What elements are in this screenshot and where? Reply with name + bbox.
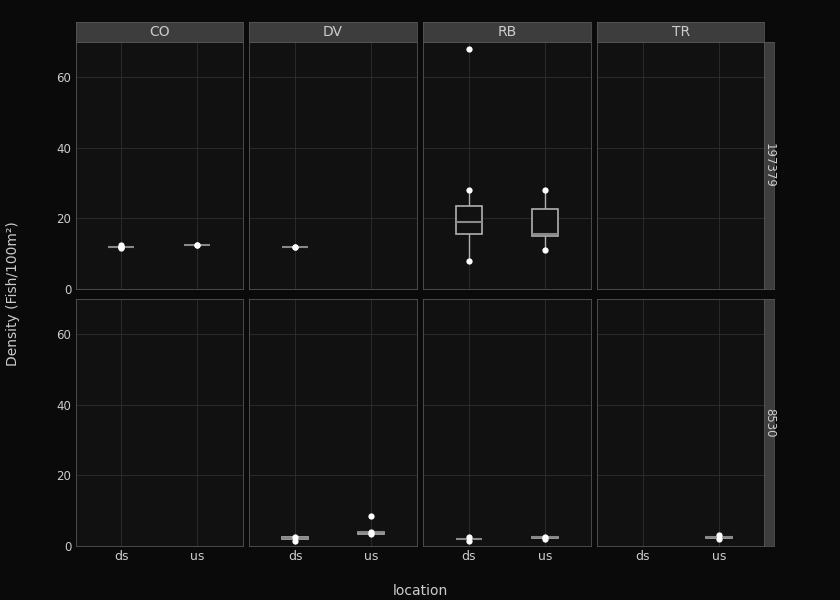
Bar (532, 537, 559, 538)
Text: Density (Fish/100m²): Density (Fish/100m²) (6, 221, 19, 367)
Bar (532, 209, 559, 236)
Bar (281, 537, 308, 539)
Bar (706, 537, 732, 538)
Text: location: location (392, 584, 448, 598)
Bar (455, 206, 482, 235)
Bar (358, 532, 385, 533)
